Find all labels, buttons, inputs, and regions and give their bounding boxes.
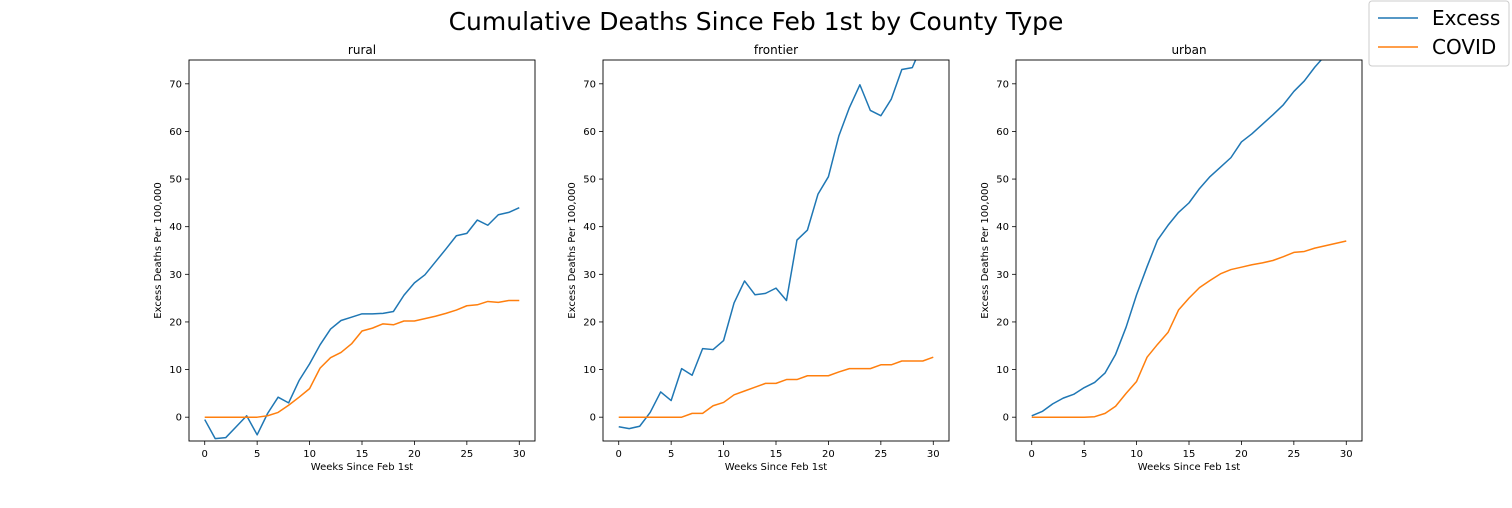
y-tick-label: 20 bbox=[583, 317, 596, 328]
subplot-rural: 0 5 10 15 20 25 30 0 10 20 30 40 50 60 70 rural Weeks Si… bbox=[153, 43, 536, 473]
y-tick-label: 70 bbox=[169, 79, 182, 90]
x-tick-label: 30 bbox=[927, 449, 940, 460]
subplot-frontier: 0 5 10 15 20 25 30 0 10 20 30 40 50 60 70 frontier Weeks… bbox=[567, 43, 950, 473]
series-line-excess-frontier bbox=[618, 60, 917, 430]
series-line-excess-urban bbox=[1031, 60, 1323, 417]
x-tick-label: 25 bbox=[874, 449, 887, 460]
x-axis-label: Weeks Since Feb 1st bbox=[1138, 462, 1241, 473]
y-axis-label: Excess Deaths Per 100,000 bbox=[153, 182, 164, 318]
x-tick-label: 5 bbox=[668, 449, 674, 460]
subplot-title: urban bbox=[1171, 43, 1206, 57]
y-tick-label: 0 bbox=[176, 413, 182, 424]
x-tick-label: 20 bbox=[822, 449, 835, 460]
y-tick-label: 60 bbox=[996, 127, 1009, 138]
legend-label-excess: Excess bbox=[1432, 6, 1500, 30]
x-tick-label: 30 bbox=[1340, 449, 1353, 460]
y-axis-label: Excess Deaths Per 100,000 bbox=[567, 182, 578, 318]
x-tick-label: 25 bbox=[460, 449, 473, 460]
y-tick-label: 0 bbox=[1003, 413, 1009, 424]
x-tick-label: 0 bbox=[616, 449, 622, 460]
x-tick-label: 15 bbox=[356, 449, 369, 460]
y-tick-label: 70 bbox=[996, 79, 1009, 90]
y-tick-label: 60 bbox=[169, 127, 182, 138]
x-tick-label: 30 bbox=[513, 449, 526, 460]
x-tick-label: 5 bbox=[1081, 449, 1087, 460]
x-tick-label: 0 bbox=[202, 449, 208, 460]
y-tick-label: 60 bbox=[583, 127, 596, 138]
subplot-urban: 0 5 10 15 20 25 30 0 10 20 30 40 50 60 70 urban Weeks Si… bbox=[980, 43, 1363, 473]
y-tick-label: 0 bbox=[590, 413, 596, 424]
y-tick-label: 40 bbox=[996, 222, 1009, 233]
x-tick-label: 10 bbox=[717, 449, 730, 460]
x-tick-label: 20 bbox=[1235, 449, 1248, 460]
subplot-title: frontier bbox=[754, 43, 798, 57]
x-axis-label: Weeks Since Feb 1st bbox=[725, 462, 828, 473]
y-tick-label: 30 bbox=[169, 270, 182, 281]
y-tick-label: 20 bbox=[996, 317, 1009, 328]
y-tick-label: 50 bbox=[583, 175, 596, 186]
y-tick-label: 40 bbox=[583, 222, 596, 233]
x-tick-label: 10 bbox=[303, 449, 316, 460]
y-tick-label: 20 bbox=[169, 317, 182, 328]
x-tick-label: 10 bbox=[1130, 449, 1143, 460]
x-tick-label: 15 bbox=[770, 449, 783, 460]
series-line-covid-frontier bbox=[618, 356, 934, 418]
y-tick-label: 10 bbox=[583, 365, 596, 376]
x-tick-label: 15 bbox=[1183, 449, 1196, 460]
y-tick-label: 50 bbox=[996, 175, 1009, 186]
legend-label-covid: COVID bbox=[1432, 35, 1496, 59]
y-axis-label: Excess Deaths Per 100,000 bbox=[980, 182, 991, 318]
x-tick-label: 25 bbox=[1287, 449, 1300, 460]
x-tick-label: 20 bbox=[408, 449, 421, 460]
series-line-covid-rural bbox=[204, 299, 520, 418]
figure-title: Cumulative Deaths Since Feb 1st by Count… bbox=[449, 7, 1064, 36]
x-tick-label: 5 bbox=[254, 449, 260, 460]
series-line-excess-rural bbox=[204, 206, 520, 440]
axes-frame-rural bbox=[188, 59, 536, 442]
axes-frame-urban bbox=[1015, 59, 1363, 442]
series-line-covid-urban bbox=[1031, 240, 1347, 418]
x-axis-label: Weeks Since Feb 1st bbox=[311, 462, 414, 473]
figure-legend: Excess COVID bbox=[1368, 0, 1510, 67]
subplot-title: rural bbox=[348, 43, 376, 57]
x-tick-label: 0 bbox=[1029, 449, 1035, 460]
y-tick-label: 50 bbox=[169, 175, 182, 186]
y-tick-label: 10 bbox=[169, 365, 182, 376]
y-tick-label: 40 bbox=[169, 222, 182, 233]
y-tick-label: 30 bbox=[583, 270, 596, 281]
y-tick-label: 30 bbox=[996, 270, 1009, 281]
y-tick-label: 10 bbox=[996, 365, 1009, 376]
y-tick-label: 70 bbox=[583, 79, 596, 90]
